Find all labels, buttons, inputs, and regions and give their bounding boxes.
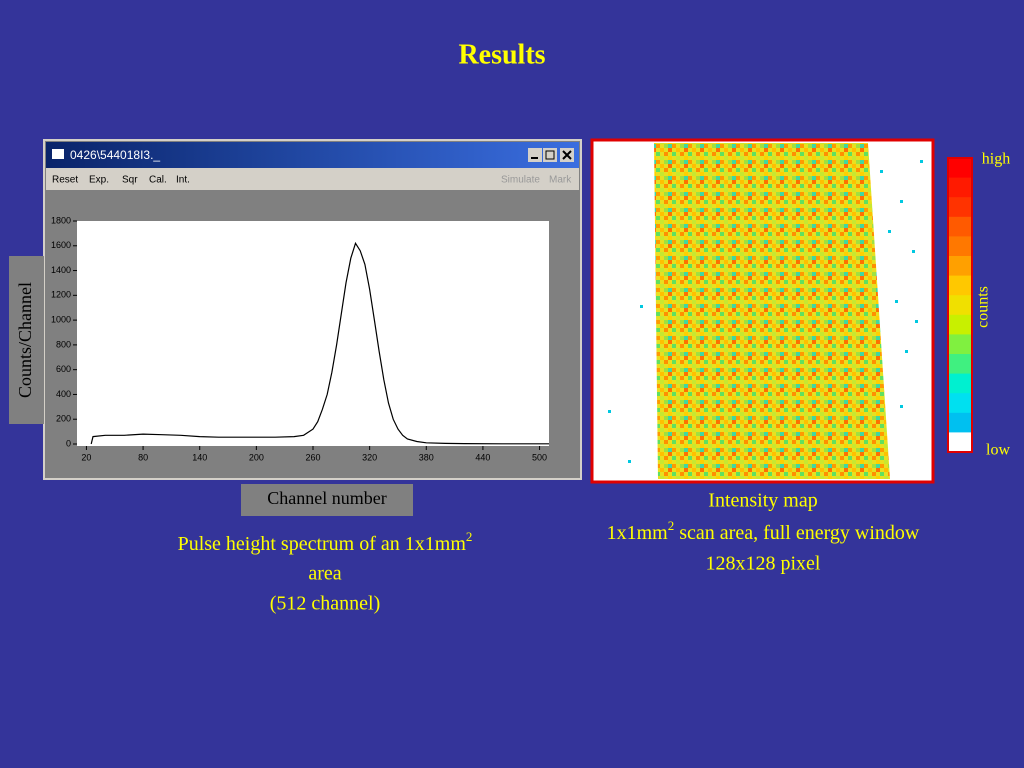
y-axis-label: Counts/Channel	[15, 282, 35, 398]
menu-item[interactable]: Cal.	[149, 175, 167, 186]
spectrum-caption: (512 channel)	[270, 593, 381, 615]
colorbar-low: low	[986, 442, 1010, 459]
colorbar-step	[948, 373, 972, 394]
y-tick-label: 1400	[51, 265, 71, 275]
colorbar-step	[948, 158, 972, 179]
y-tick-label: 400	[56, 389, 71, 399]
map-caption: 128x128 pixel	[706, 553, 821, 575]
window-icon	[52, 149, 64, 159]
y-tick-label: 800	[56, 339, 71, 349]
window-buttons[interactable]	[528, 148, 574, 162]
x-axis-label: Channel number	[267, 488, 386, 508]
colorbar-high: high	[982, 151, 1010, 168]
menu-item[interactable]: Exp.	[89, 175, 109, 186]
spectrum-caption: area	[308, 563, 341, 585]
spectrum-line	[90, 241, 549, 445]
menu-item[interactable]: Mark	[549, 175, 572, 186]
y-tick-label: 200	[56, 414, 71, 424]
plot-area	[77, 221, 549, 446]
maximize[interactable]	[543, 148, 557, 162]
colorbar-step	[948, 334, 972, 355]
colorbar-step	[948, 197, 972, 218]
map-scan-area	[654, 143, 890, 479]
map-caption: 1x1mm2 scan area, full energy window	[607, 518, 920, 544]
caption-text: 1x1mm	[607, 522, 669, 544]
colorbar-step	[948, 314, 972, 335]
y-tick-label: 1600	[51, 240, 71, 250]
max-glyph	[545, 150, 555, 160]
caption-text: Pulse height spectrum of an 1x1mm	[178, 533, 467, 555]
x-tick-label: 200	[249, 452, 264, 462]
x-tick-label: 140	[192, 452, 207, 462]
menu-bar	[46, 168, 579, 190]
caption-text: scan area, full energy window	[674, 522, 920, 544]
y-tick-label: 600	[56, 364, 71, 374]
menu-item[interactable]: Reset	[52, 175, 78, 186]
colorbar-label: counts	[975, 286, 992, 328]
colorbar-frame	[947, 157, 973, 453]
y-label-box	[9, 256, 44, 424]
menu-item[interactable]: Simulate	[501, 175, 540, 186]
window-title: 0426\544018I3._	[70, 148, 160, 162]
title-bar	[46, 142, 579, 168]
map-caption: Intensity map	[708, 490, 817, 512]
colorbar-step	[948, 256, 972, 277]
colorbar-step	[948, 432, 972, 453]
map-speckles	[608, 160, 923, 463]
colorbar-step	[948, 412, 972, 433]
colorbar-step	[948, 295, 972, 316]
menu-item[interactable]: Int.	[176, 175, 190, 186]
x-tick-label: 80	[138, 452, 148, 462]
y-tick-label: 1800	[51, 215, 71, 225]
x-tick-label: 20	[81, 452, 91, 462]
colorbar-step	[948, 216, 972, 237]
colorbar-step	[948, 393, 972, 414]
minimize[interactable]	[528, 148, 542, 162]
close-glyph	[562, 150, 572, 160]
colorbar-step	[948, 177, 972, 198]
spectrum-caption: Pulse height spectrum of an 1x1mm2	[178, 529, 473, 555]
superscript: 2	[668, 518, 675, 533]
x-label-box	[241, 484, 413, 516]
colorbar-step	[948, 275, 972, 296]
y-tick-label: 1200	[51, 290, 71, 300]
x-tick-label: 320	[362, 452, 377, 462]
superscript: 2	[466, 529, 473, 544]
y-tick-label: 1000	[51, 314, 71, 324]
colorbar-step	[948, 354, 972, 375]
colorbar-step	[948, 236, 972, 257]
menu-item[interactable]: Sqr	[122, 175, 138, 186]
x-tick-label: 380	[419, 452, 434, 462]
x-tick-label: 500	[532, 452, 547, 462]
x-tick-label: 260	[305, 452, 320, 462]
y-tick-label: 0	[66, 438, 71, 448]
x-tick-label: 440	[475, 452, 490, 462]
slide-title: Results	[458, 39, 545, 70]
